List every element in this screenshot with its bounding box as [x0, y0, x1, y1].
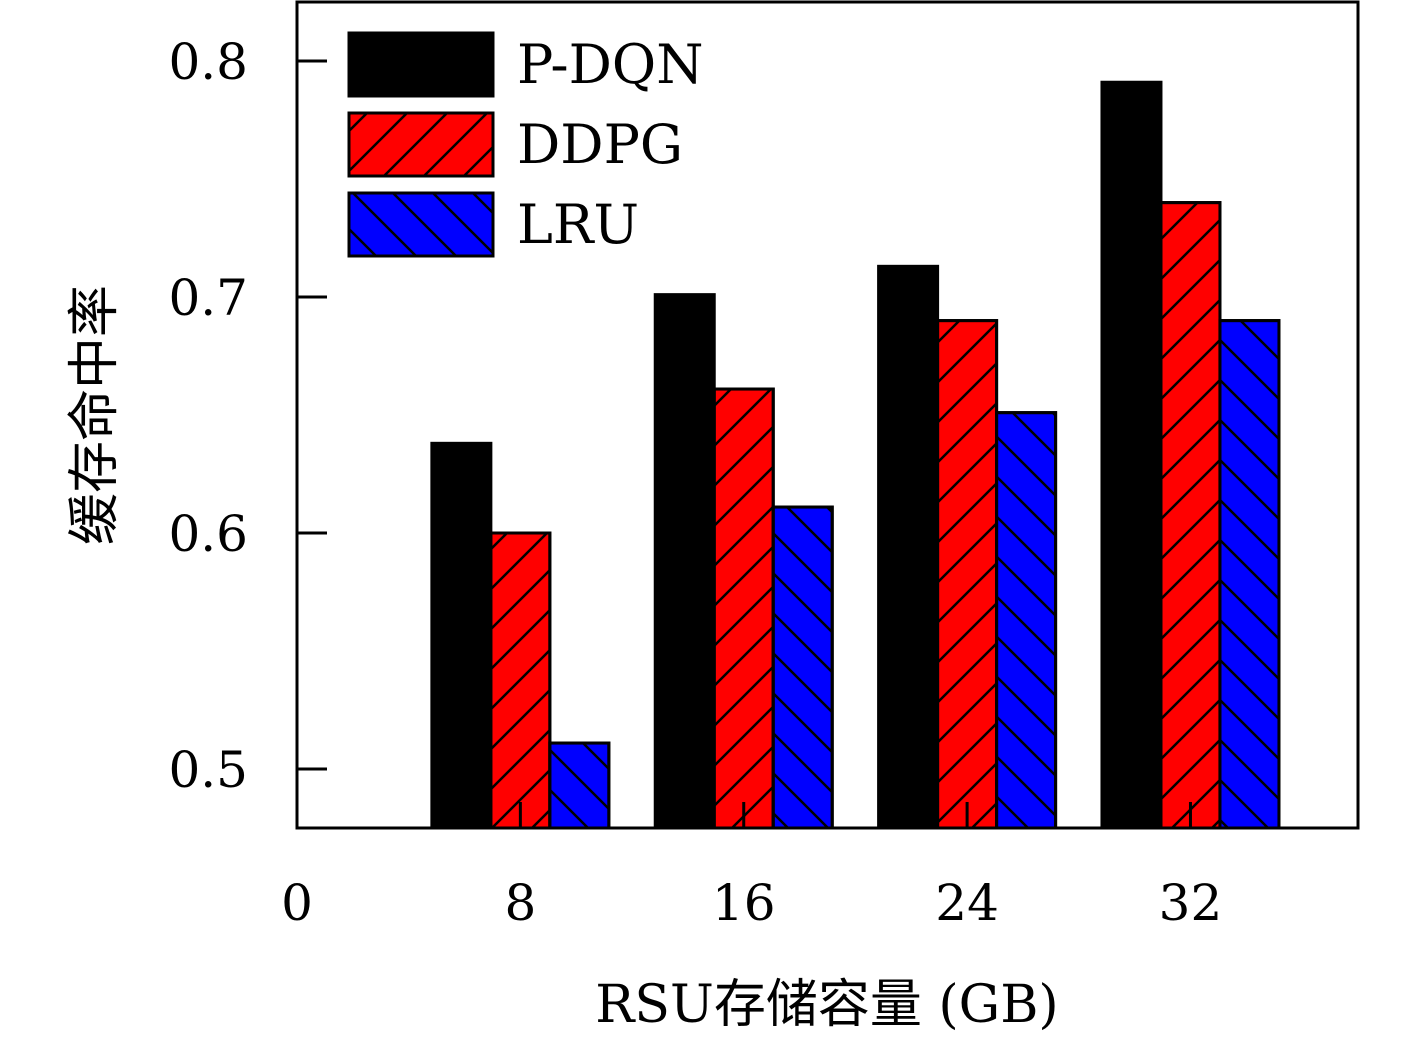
legend-swatch-hatch-lru	[347, 191, 495, 258]
legend-swatch-p-dqn	[347, 31, 495, 98]
bar-hatch-ddpg-8	[489, 531, 552, 830]
x-axis-label: RSU存储容量 (GB)	[595, 975, 1058, 1035]
x-tick-label: 32	[1159, 874, 1223, 932]
x-tick-label: 24	[935, 874, 999, 932]
legend-label-lru: LRU	[517, 193, 639, 256]
bars-group	[430, 80, 1281, 830]
bar-hatch-lru-8	[548, 741, 611, 830]
y-axis-label: 缓存命中率	[65, 285, 125, 545]
bar-p-dqn-8	[430, 441, 493, 830]
y-tick-label: 0.5	[168, 741, 248, 799]
bar-hatch-ddpg-24	[936, 319, 999, 830]
legend: P-DQN DDPG LRU	[347, 31, 703, 258]
bar-hatch-lru-16	[771, 505, 834, 830]
bar-hatch-lru-32	[1218, 319, 1281, 830]
legend-label-ddpg: DDPG	[517, 113, 683, 176]
legend-swatch-hatch-ddpg	[347, 111, 495, 178]
bar-hatch-ddpg-32	[1159, 201, 1222, 830]
legend-label-p-dqn: P-DQN	[517, 33, 703, 96]
x-axis-ticks: 0 8 16 24 32	[281, 802, 1222, 932]
bar-p-dqn-32	[1100, 80, 1163, 830]
bar-hatch-ddpg-16	[712, 387, 775, 830]
x-tick-label: 0	[281, 874, 313, 932]
bar-p-dqn-16	[653, 293, 716, 830]
bar-hatch-lru-24	[995, 411, 1058, 830]
x-tick-label: 8	[504, 874, 536, 932]
y-tick-label: 0.7	[168, 269, 248, 327]
x-tick-label: 16	[712, 874, 776, 932]
y-tick-label: 0.6	[168, 505, 248, 563]
y-axis-ticks: 0.5 0.6 0.7 0.8	[168, 33, 327, 799]
y-tick-label: 0.8	[168, 33, 248, 91]
plot-frame	[295, 0, 1360, 830]
bar-p-dqn-24	[877, 264, 940, 830]
